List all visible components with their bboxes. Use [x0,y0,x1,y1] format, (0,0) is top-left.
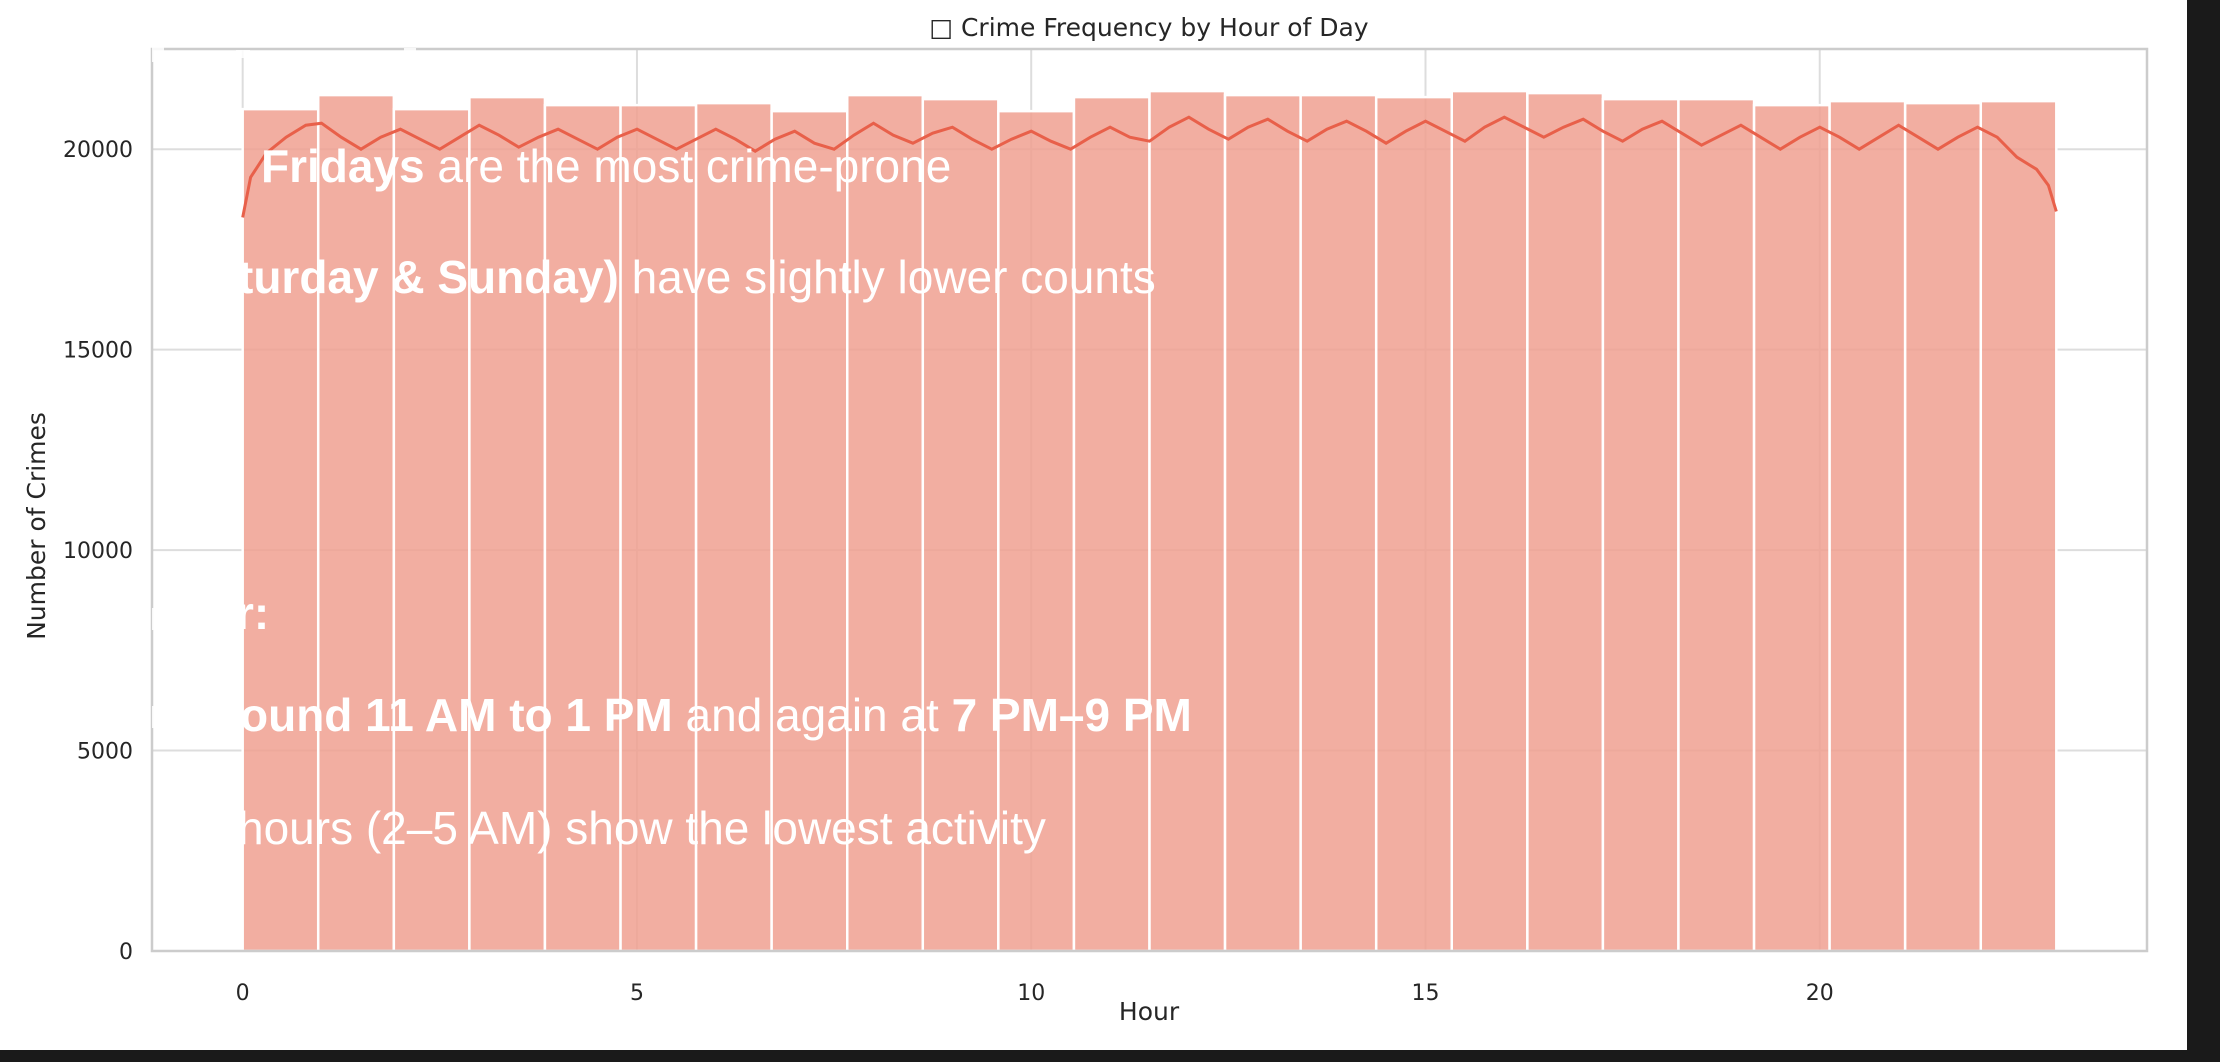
y-axis-title: Number of Crimes [22,412,51,640]
histogram-bar [1677,97,1756,953]
histogram-bar [1601,97,1680,953]
y-tick-label: 10000 [63,539,133,564]
histogram-bar [468,95,547,953]
kde-curve [241,115,2058,218]
histogram-bar [846,93,925,953]
histogram-bar [543,103,622,953]
histogram-bar [1299,93,1378,953]
histogram-bar [1526,91,1605,953]
x-tick-labels: 0 5 10 15 20 [236,981,1834,1006]
y-tick-label: 0 [119,940,133,965]
histogram-bars [241,89,2058,953]
y-tick-label: 5000 [77,740,133,765]
chart-title: □ Crime Frequency by Hour of Day [929,13,1368,42]
histogram-bar [1828,99,1907,953]
x-tick-label: 10 [1017,981,1045,1006]
histogram-bar [392,107,471,953]
histogram-bar [997,109,1076,953]
y-tick-label: 15000 [63,339,133,364]
histogram-bar [619,103,698,953]
histogram-bar [1223,93,1302,953]
chart-canvas: 0 5 10 15 20 0 5000 10000 15000 20000 □ Crime Fr… [0,0,2187,1050]
plot-frame [150,47,2149,953]
histogram-bar [694,101,773,953]
histogram-bar [1979,99,2058,953]
histogram-bar [921,97,1000,953]
histogram-chart: 0 5 10 15 20 0 5000 10000 15000 20000 □ Crime Fr… [22,13,2149,1026]
histogram-bar [1903,101,1983,953]
y-tick-label: 20000 [63,138,133,163]
histogram-bar [1450,89,1529,953]
x-tick-label: 0 [236,981,250,1006]
histogram-bar [770,109,849,953]
histogram-bar [1374,95,1453,953]
y-tick-labels: 0 5000 10000 15000 20000 [63,138,133,965]
x-axis-title: Hour [1119,997,1180,1026]
histogram-bar [241,107,320,953]
histogram-bar [1072,95,1151,953]
x-tick-label: 5 [630,981,644,1006]
histogram-bar [1752,103,1831,953]
x-tick-label: 20 [1806,981,1834,1006]
histogram-bar [1148,89,1227,953]
x-tick-label: 15 [1411,981,1439,1006]
histogram-bar [316,93,396,953]
